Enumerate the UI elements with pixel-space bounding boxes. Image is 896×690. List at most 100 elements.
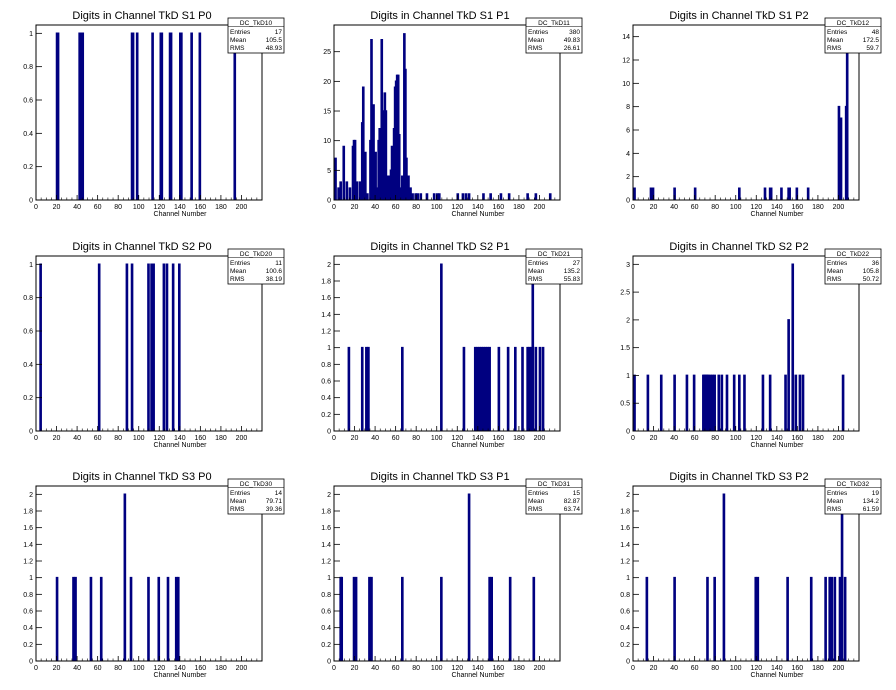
y-tick-label: 0.8 bbox=[620, 592, 630, 599]
y-tick-label: 1 bbox=[29, 262, 33, 269]
x-axis-label: Channel Number bbox=[452, 211, 506, 218]
panel-title: Digits in Channel TkD S2 P1 bbox=[370, 241, 509, 253]
histogram-bin bbox=[372, 104, 375, 200]
x-tick-label: 180 bbox=[513, 204, 525, 211]
stats-entries-value: 36 bbox=[872, 260, 880, 267]
x-tick-label: 160 bbox=[792, 435, 804, 442]
x-tick-label: 160 bbox=[493, 435, 505, 442]
stats-rms-label: RMS bbox=[230, 276, 245, 283]
histogram-bin bbox=[787, 319, 790, 431]
stats-entries-label: Entries bbox=[230, 29, 251, 36]
histogram-bin bbox=[177, 263, 181, 431]
x-tick-label: 100 bbox=[730, 204, 742, 211]
x-tick-label: 180 bbox=[215, 665, 227, 672]
stats-rms-value: 50.72 bbox=[863, 276, 880, 283]
histogram-bin bbox=[360, 346, 364, 431]
x-tick-label: 80 bbox=[412, 665, 420, 672]
x-tick-label: 20 bbox=[53, 665, 61, 672]
stats-mean-value: 100.6 bbox=[266, 268, 283, 275]
histogram-bin bbox=[411, 193, 414, 200]
histogram-bin bbox=[482, 193, 485, 200]
x-tick-label: 160 bbox=[493, 665, 505, 672]
y-tick-label: 10 bbox=[622, 81, 630, 88]
panel-title: Digits in Channel TkD S2 P2 bbox=[669, 241, 808, 253]
histogram-bin bbox=[160, 32, 164, 200]
stats-rms-label: RMS bbox=[528, 506, 543, 513]
histogram-bin bbox=[768, 374, 772, 431]
histogram-panel: Digits in Channel TkD S1 P0 0 20 40 60 80 100 1… bbox=[23, 10, 285, 218]
histogram-bin bbox=[843, 576, 847, 661]
x-tick-label: 140 bbox=[771, 665, 783, 672]
y-tick-label: 6 bbox=[626, 128, 630, 135]
histogram-bin bbox=[157, 576, 161, 661]
histogram-bin bbox=[534, 193, 538, 200]
stats-entries-label: Entries bbox=[827, 29, 848, 36]
x-tick-label: 20 bbox=[351, 204, 359, 211]
histogram-bin bbox=[347, 346, 351, 431]
stats-name: DC_TkD21 bbox=[538, 251, 571, 258]
histogram-bin bbox=[761, 374, 765, 431]
stats-box bbox=[525, 248, 583, 285]
x-tick-label: 80 bbox=[412, 204, 420, 211]
y-tick-label: 0 bbox=[327, 198, 331, 205]
histogram-bin bbox=[645, 576, 649, 661]
histogram-bin bbox=[190, 32, 193, 200]
x-tick-label: 180 bbox=[215, 204, 227, 211]
histogram-bin bbox=[473, 346, 477, 431]
x-tick-label: 40 bbox=[73, 665, 81, 672]
stats-rms-label: RMS bbox=[230, 506, 245, 513]
histogram-bin bbox=[416, 193, 420, 200]
stats-entries-value: 48 bbox=[872, 29, 880, 36]
y-tick-label: 0.2 bbox=[321, 412, 331, 419]
histogram-bin bbox=[499, 193, 503, 200]
y-tick-label: 0.8 bbox=[321, 362, 331, 369]
y-tick-label: 1.5 bbox=[620, 345, 630, 352]
histogram-bin bbox=[99, 576, 103, 661]
x-tick-label: 60 bbox=[392, 435, 400, 442]
x-axis-label: Channel Number bbox=[452, 442, 506, 449]
x-tick-label: 200 bbox=[236, 435, 248, 442]
y-tick-label: 1.6 bbox=[321, 525, 331, 532]
histogram-bin bbox=[713, 576, 716, 661]
y-tick-label: 0 bbox=[626, 198, 630, 205]
histogram-bin bbox=[386, 175, 390, 200]
histogram-bin bbox=[786, 576, 789, 661]
y-tick-label: 1.8 bbox=[321, 509, 331, 516]
y-tick-label: 14 bbox=[622, 34, 630, 41]
x-tick-label: 120 bbox=[750, 435, 762, 442]
histogram-bin bbox=[358, 181, 362, 200]
x-tick-label: 40 bbox=[73, 435, 81, 442]
histogram-bin bbox=[507, 193, 511, 200]
x-tick-label: 100 bbox=[133, 665, 145, 672]
histogram-bin bbox=[722, 493, 726, 661]
histogram-bin bbox=[756, 576, 760, 661]
x-tick-label: 80 bbox=[114, 435, 122, 442]
y-tick-label: 2 bbox=[327, 492, 331, 499]
histogram-bin bbox=[692, 374, 696, 431]
stats-box bbox=[525, 478, 583, 515]
histogram-bin bbox=[480, 346, 483, 431]
x-tick-label: 20 bbox=[351, 665, 359, 672]
histogram-bin bbox=[713, 374, 716, 431]
histogram-panel: Digits in Channel TkD S2 P0 0 20 40 60 80 100 1… bbox=[23, 241, 285, 449]
x-tick-label: 60 bbox=[392, 204, 400, 211]
y-tick-label: 0.6 bbox=[321, 609, 331, 616]
x-tick-label: 60 bbox=[94, 435, 102, 442]
histogram-bin bbox=[548, 193, 552, 200]
x-tick-label: 120 bbox=[750, 665, 762, 672]
stats-mean-label: Mean bbox=[230, 37, 247, 44]
x-tick-label: 200 bbox=[833, 435, 845, 442]
histogram-bin bbox=[538, 346, 542, 431]
histogram-bin bbox=[534, 346, 538, 431]
histogram-bin bbox=[794, 374, 798, 431]
stats-mean-value: 135.2 bbox=[564, 268, 581, 275]
histogram-bin bbox=[375, 187, 378, 200]
histogram-bin bbox=[390, 145, 394, 200]
stats-rms-label: RMS bbox=[827, 45, 842, 52]
x-tick-label: 80 bbox=[711, 435, 719, 442]
x-tick-label: 0 bbox=[631, 665, 635, 672]
x-tick-label: 180 bbox=[215, 435, 227, 442]
y-tick-label: 0.6 bbox=[23, 98, 33, 105]
x-axis-label: Channel Number bbox=[154, 442, 208, 449]
y-tick-label: 0.2 bbox=[321, 642, 331, 649]
